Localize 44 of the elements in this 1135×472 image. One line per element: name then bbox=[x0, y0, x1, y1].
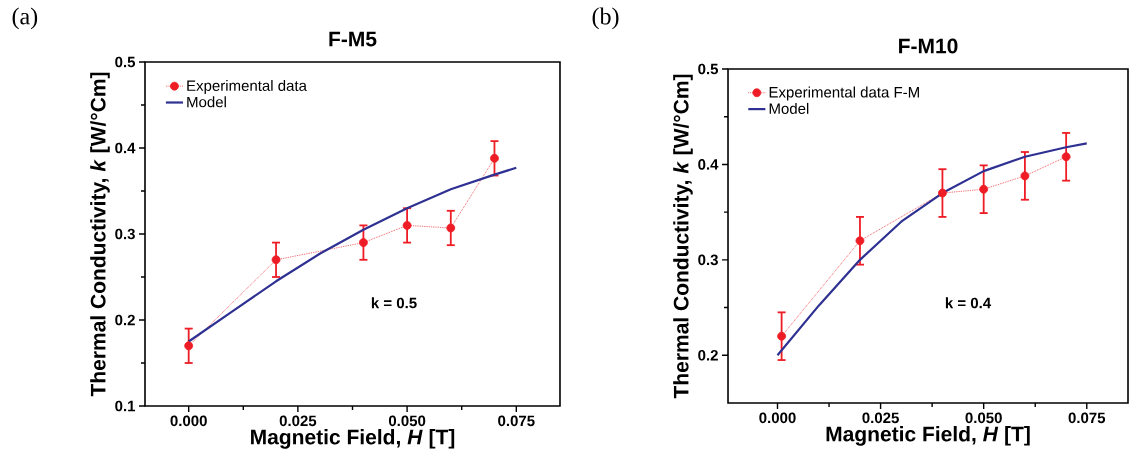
legend-label: Model bbox=[769, 102, 809, 114]
x-tick-label: 0.000 bbox=[759, 412, 796, 424]
legend-label: Experimental data bbox=[187, 79, 307, 94]
y-tick-label: 0.1 bbox=[115, 400, 136, 412]
point bbox=[938, 188, 947, 198]
x-tick-label: 0.075 bbox=[1068, 412, 1106, 424]
y-tick-label: 0.2 bbox=[115, 314, 135, 326]
x-tick-label: 0.025 bbox=[279, 415, 317, 427]
point bbox=[777, 331, 787, 341]
point bbox=[855, 236, 865, 246]
y-tick-label: 0.3 bbox=[115, 228, 135, 240]
y-tick-label: 0.5 bbox=[698, 63, 719, 75]
annotation: k = 0.4 bbox=[945, 297, 992, 309]
point bbox=[490, 153, 499, 163]
point bbox=[1020, 171, 1030, 181]
point bbox=[271, 255, 281, 265]
x-axis-title: Magnetic Field, H [T] bbox=[251, 429, 455, 449]
y-tick-label: 0.4 bbox=[115, 142, 136, 154]
y-axis-title: Thermal Conductivity, k [W/°Cm] bbox=[90, 72, 110, 397]
legend-label: Model bbox=[187, 96, 226, 108]
x-tick-label: 0.000 bbox=[170, 415, 207, 427]
point bbox=[359, 238, 368, 247]
point bbox=[1061, 152, 1071, 162]
point bbox=[402, 221, 412, 230]
y-tick-label: 0.2 bbox=[698, 349, 718, 361]
y-tick-label: 0.3 bbox=[698, 254, 718, 266]
text: (a) bbox=[12, 7, 38, 30]
y-tick-label: 0.5 bbox=[115, 56, 136, 68]
legend-label: Experimental data F-M bbox=[769, 86, 919, 101]
chart-title: F-M10 bbox=[899, 38, 958, 54]
line-series bbox=[776, 142, 1088, 357]
x-axis-title: Magnetic Field, H [T] bbox=[826, 426, 1030, 446]
x-tick-label: 0.050 bbox=[388, 415, 426, 427]
chart-title: F-M5 bbox=[329, 31, 377, 47]
x-tick-label: 0.025 bbox=[862, 412, 899, 424]
point bbox=[446, 223, 456, 233]
point bbox=[184, 341, 194, 351]
text: (b) bbox=[592, 7, 619, 30]
x-tick-label: 0.050 bbox=[965, 412, 1002, 424]
y-tick-label: 0.4 bbox=[698, 159, 719, 170]
x-tick-label: 0.075 bbox=[498, 415, 535, 427]
y-axis-title: Thermal Conductivity, k [W/°Cm] bbox=[673, 74, 693, 399]
annotation: k = 0.5 bbox=[371, 297, 417, 309]
point bbox=[979, 184, 989, 194]
